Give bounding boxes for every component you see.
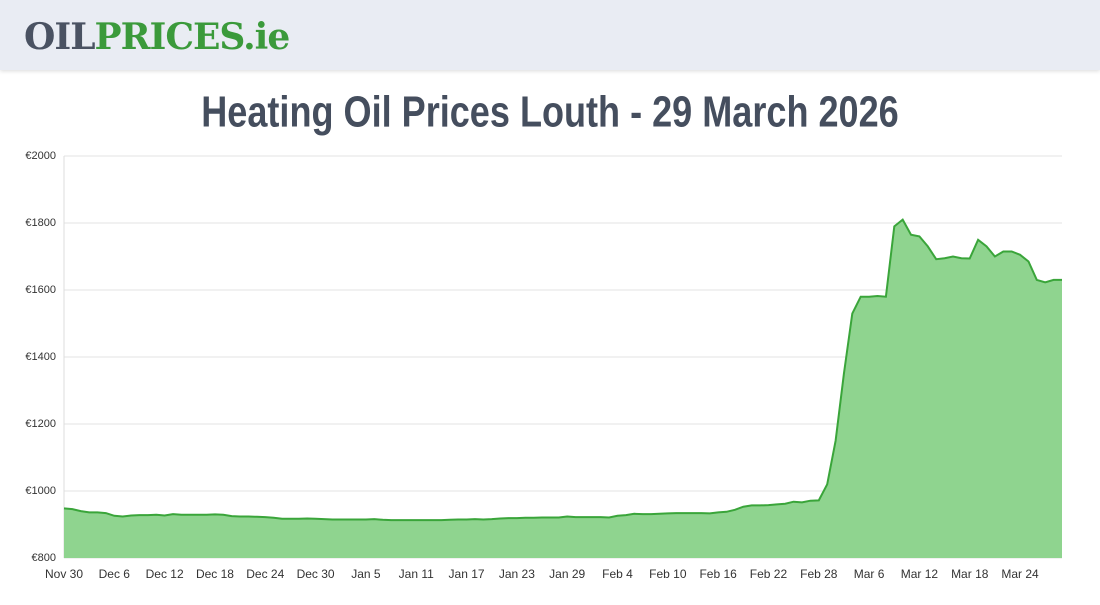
y-tick-label: €1400 — [25, 351, 56, 363]
x-tick-label: Feb 16 — [699, 567, 737, 581]
x-tick-label: Dec 6 — [99, 567, 131, 581]
area-line — [63, 218, 1062, 522]
x-tick-label: Jan 11 — [399, 567, 434, 581]
y-tick-label: €1200 — [25, 418, 56, 430]
x-tick-label: Jan 17 — [449, 567, 485, 581]
x-tick-label: Mar 18 — [951, 567, 989, 581]
area-fill — [64, 219, 1062, 558]
y-tick-label: €2000 — [25, 150, 56, 162]
header: OILPRICES.ie — [0, 0, 1100, 70]
x-tick-label: Nov 30 — [45, 567, 83, 581]
y-tick-label: €1600 — [25, 284, 56, 296]
logo-oil: OIL — [24, 16, 96, 58]
x-tick-label: Mar 6 — [854, 567, 885, 581]
x-tick-label: Jan 23 — [499, 567, 535, 581]
chart: Heating Oil Prices Louth - 29 March 2026… — [25, 87, 1062, 581]
x-tick-label: Feb 10 — [649, 567, 687, 581]
x-tick-label: Dec 30 — [297, 567, 335, 581]
y-tick-label: €1800 — [25, 217, 56, 229]
x-tick-label: Dec 12 — [146, 567, 184, 581]
x-tick-label: Jan 29 — [549, 567, 585, 581]
x-tick-label: Feb 22 — [750, 567, 788, 581]
logo[interactable]: OILPRICES.ie — [24, 16, 291, 58]
x-tick-label: Feb 4 — [602, 567, 633, 581]
logo-prices: PRICES.ie — [94, 16, 291, 58]
x-tick-label: Dec 24 — [246, 567, 284, 581]
x-tick-label: Feb 28 — [800, 567, 838, 581]
chart-title: Heating Oil Prices Louth - 29 March 2026 — [201, 87, 898, 136]
y-tick-label: €1000 — [25, 485, 56, 497]
x-tick-label: Mar 12 — [901, 567, 939, 581]
x-tick-label: Dec 18 — [196, 567, 234, 581]
y-tick-label: €800 — [32, 552, 56, 564]
x-tick-label: Jan 5 — [351, 567, 381, 581]
x-tick-label: Mar 24 — [1001, 567, 1039, 581]
